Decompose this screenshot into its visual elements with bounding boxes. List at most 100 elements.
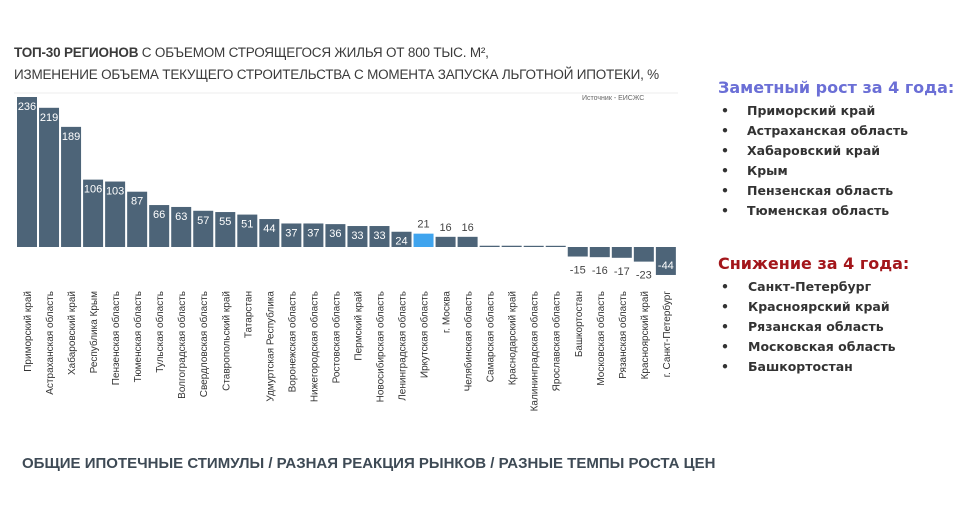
bar [611, 247, 632, 258]
data-label: 55 [219, 216, 231, 228]
bar [83, 179, 104, 247]
bullet-icon: • [721, 123, 729, 138]
category-label: Краснодарский край [508, 291, 519, 385]
growth-item: • Приморский край [718, 101, 954, 121]
category-label: Ростовская область [330, 291, 342, 383]
data-label: 37 [285, 227, 297, 239]
bar-chart: 236 Приморский край 219 Астраханская област… [14, 92, 678, 411]
category-label: Ставропольский край [221, 291, 232, 391]
category-label: г. Москва [442, 291, 453, 334]
data-label: 219 [40, 112, 58, 124]
decline-item: • Санкт-Петербург [718, 277, 909, 297]
decline-item: • Рязанская область [718, 317, 909, 337]
decline-list: • Санкт-Петербург • Красноярский край • Рязан… [718, 277, 909, 377]
bar [215, 212, 236, 247]
category-label: Тюменская область [132, 291, 144, 382]
bar [127, 191, 148, 247]
bar [523, 245, 544, 247]
category-label: Астраханская область [44, 291, 56, 395]
title-line2: ИЗМЕНЕНИЕ ОБЪЕМА ТЕКУЩЕГО СТРОИТЕЛЬСТВА … [14, 67, 659, 82]
bar [435, 236, 456, 247]
growth-item-label: Приморский край [747, 103, 876, 118]
decline-item-label: Рязанская область [748, 319, 884, 334]
data-label: -17 [614, 266, 630, 278]
category-label: Новосибирская область [374, 291, 386, 402]
category-label: г. Санкт-Петербург [661, 291, 673, 378]
data-label: 21 [417, 219, 429, 231]
data-label: -23 [636, 270, 652, 282]
data-label: 33 [351, 230, 363, 242]
decline-item-label: Санкт-Петербург [748, 279, 872, 294]
data-label: 87 [131, 196, 143, 208]
bar [347, 226, 368, 247]
category-label: Калининградская область [529, 291, 541, 411]
decline-item: • Башкортостан [718, 357, 909, 377]
bar [479, 245, 500, 247]
bullet-icon: • [721, 183, 729, 198]
category-label: Свердловская область [198, 291, 210, 397]
bar [61, 126, 82, 247]
data-label: -16 [592, 265, 608, 277]
category-label: Волгоградская область [176, 291, 188, 399]
data-label: -15 [570, 265, 586, 277]
bar [259, 219, 280, 247]
bar [589, 247, 610, 258]
bullet-icon: • [721, 299, 729, 314]
bullet-icon: • [721, 143, 729, 158]
growth-item-label: Тюменская область [747, 203, 890, 218]
category-label: Нижегородская область [308, 291, 320, 402]
category-label: Рязанская область [617, 291, 629, 379]
bar [457, 236, 478, 247]
bar [39, 107, 60, 247]
category-label: Красноярский край [640, 291, 651, 379]
growth-item: • Астраханская область [718, 121, 954, 141]
bar [237, 214, 258, 247]
title-bold: ТОП-30 РЕГИОНОВ [14, 45, 139, 60]
bullet-icon: • [721, 319, 729, 334]
category-label: Республика Крым [88, 291, 100, 374]
category-label: Приморский край [23, 291, 34, 372]
title-line1: С ОБЪЕМОМ СТРОЯЩЕГОСЯ ЖИЛЬЯ ОТ 800 ТЫС. … [138, 45, 489, 60]
bar [303, 223, 324, 247]
data-label: 16 [461, 222, 473, 234]
category-label: Башкортостан [574, 291, 585, 357]
category-label: Ярославская область [551, 291, 563, 391]
growth-panel: Заметный рост за 4 года: • Приморский кра… [718, 78, 954, 221]
footer-text: ОБЩИЕ ИПОТЕЧНЫЕ СТИМУЛЫ / РАЗНАЯ РЕАКЦИЯ… [22, 455, 716, 472]
growth-item-label: Астраханская область [747, 123, 909, 138]
category-label: Иркутская область [419, 291, 431, 378]
category-label: Ленинградская область [397, 291, 409, 401]
data-label: 103 [106, 186, 124, 198]
category-label: Самарская область [485, 291, 497, 382]
bar [501, 245, 522, 247]
bar [655, 247, 676, 275]
category-label: Воронежская область [286, 291, 298, 392]
bar [281, 223, 302, 247]
bar [325, 224, 346, 247]
bar [369, 226, 390, 247]
data-label: 51 [241, 219, 253, 231]
bullet-icon: • [721, 279, 729, 294]
growth-item: • Пензенская область [718, 181, 954, 201]
category-label: Московская область [595, 291, 607, 386]
growth-list: • Приморский край • Астраханская область • Ха… [718, 101, 954, 221]
bar [545, 245, 566, 247]
data-label: 36 [329, 228, 341, 240]
category-label: Татарстан [243, 291, 254, 338]
decline-title: Снижение за 4 года: [718, 254, 910, 273]
growth-item-label: Крым [747, 163, 788, 178]
category-label: Удмуртская Республика [264, 291, 276, 402]
category-label: Пензенская область [110, 291, 122, 385]
data-label: 63 [175, 211, 187, 223]
bar [17, 97, 37, 247]
growth-item: • Хабаровский край [718, 141, 954, 161]
chart-title: ТОП-30 РЕГИОНОВ С ОБЪЕМОМ СТРОЯЩЕГОСЯ ЖИ… [14, 42, 659, 86]
bar [171, 206, 192, 247]
bar [105, 181, 126, 247]
data-label: 66 [153, 209, 165, 221]
source-note: Источник - ЕИСЖС [582, 95, 645, 102]
growth-item-label: Хабаровский край [747, 143, 881, 158]
decline-item: • Московская область [718, 337, 909, 357]
growth-title: Заметный рост за 4 года: [718, 78, 955, 97]
decline-item: • Красноярский край [718, 297, 909, 317]
